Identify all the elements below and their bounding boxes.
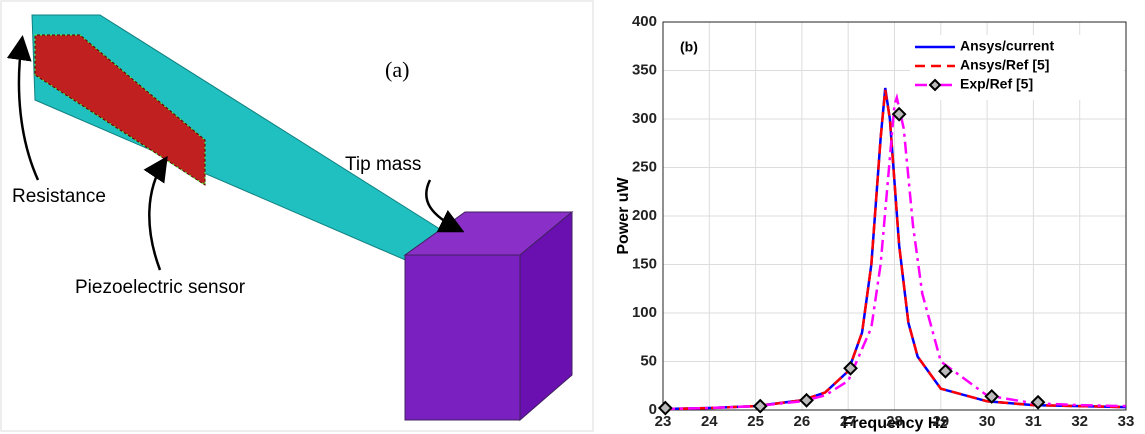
legend-label: Exp/Ref [5] bbox=[960, 76, 1033, 92]
x-tick-label: 24 bbox=[701, 413, 718, 430]
y-axis-label: Power uW bbox=[615, 176, 632, 254]
panel-label: (a) bbox=[385, 57, 409, 82]
y-tick-label: 400 bbox=[632, 13, 657, 30]
annotation: Piezoelectric sensor bbox=[75, 277, 246, 298]
y-tick-label: 200 bbox=[632, 207, 657, 224]
x-tick-label: 33 bbox=[1118, 413, 1135, 430]
x-tick-label: 31 bbox=[1025, 413, 1042, 430]
chart-title: (b) bbox=[680, 39, 698, 55]
y-tick-label: 350 bbox=[632, 61, 657, 78]
x-tick-label: 23 bbox=[655, 413, 672, 430]
y-tick-label: 100 bbox=[632, 304, 657, 321]
x-tick-label: 25 bbox=[747, 413, 764, 430]
x-tick-label: 32 bbox=[1071, 413, 1088, 430]
x-tick-label: 30 bbox=[979, 413, 996, 430]
annotation: Tip mass bbox=[345, 154, 421, 175]
cube-front bbox=[405, 255, 520, 420]
annotation: Resistance bbox=[12, 186, 106, 207]
legend-label: Ansys/Ref [5] bbox=[960, 57, 1049, 73]
y-tick-label: 150 bbox=[632, 255, 657, 272]
page: (a) Tip mass Resistance Piezoelectric se… bbox=[0, 0, 1145, 434]
legend-label: Ansys/current bbox=[960, 38, 1054, 54]
y-tick-label: 250 bbox=[632, 158, 657, 175]
x-tick-label: 27 bbox=[840, 413, 857, 430]
y-tick-label: 50 bbox=[640, 352, 657, 369]
y-tick-label: 300 bbox=[632, 110, 657, 127]
x-tick-label: 28 bbox=[886, 413, 903, 430]
x-tick-label: 26 bbox=[794, 413, 811, 430]
x-tick-label: 29 bbox=[932, 413, 949, 430]
figure: (a) Tip mass Resistance Piezoelectric se… bbox=[0, 0, 1145, 434]
panel-a: (a) Tip mass Resistance Piezoelectric se… bbox=[1, 1, 593, 431]
